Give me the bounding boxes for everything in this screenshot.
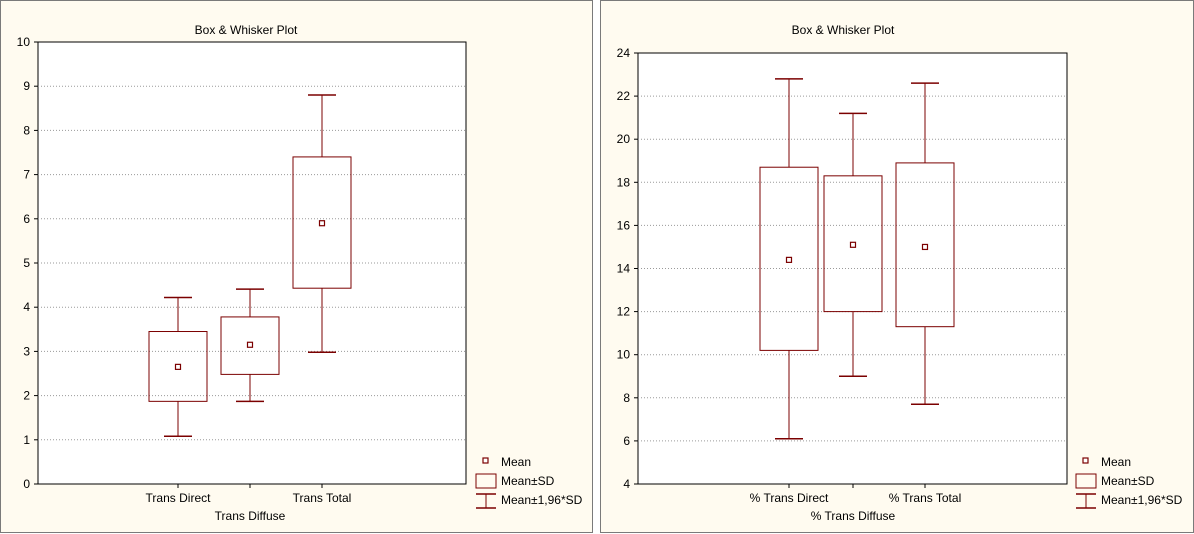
y-tick-label: 8 xyxy=(23,123,30,137)
sd-box xyxy=(895,162,955,328)
sd-box xyxy=(220,316,280,375)
y-tick-label: 10 xyxy=(17,35,31,49)
legend-whisker-label: Mean±1,96*SD xyxy=(501,493,583,507)
y-tick-label: 18 xyxy=(617,175,631,189)
legend-box-label: Mean±SD xyxy=(1101,474,1155,488)
legend: Mean Mean±SD Mean±1,96*SD xyxy=(475,455,583,509)
x-tick-label: Trans Direct xyxy=(146,491,212,505)
x-tick-label: % Trans Diffuse xyxy=(811,509,896,523)
mean-marker xyxy=(849,241,857,248)
legend-mean-label: Mean xyxy=(501,455,531,469)
chart-panel-left: Box & Whisker Plot 0 1 2 3 4 5 6 7 8 9 10 Trans Dire… xyxy=(0,0,593,533)
y-tick-label: 2 xyxy=(23,389,30,403)
sd-box xyxy=(823,175,883,313)
plot-area xyxy=(37,41,467,485)
mean-marker xyxy=(246,341,254,348)
legend-box-label: Mean±SD xyxy=(501,474,555,488)
sd-box xyxy=(292,156,352,289)
y-tick-label: 4 xyxy=(23,300,30,314)
y-tick-label: 5 xyxy=(23,256,30,270)
chart-panel-right: Box & Whisker Plot 4 6 8 10 12 14 16 18 20 22 24 % T… xyxy=(600,0,1194,533)
y-tick-label: 8 xyxy=(623,391,630,405)
x-tick-label: Trans Total xyxy=(293,491,352,505)
y-tick-label: 6 xyxy=(23,212,30,226)
legend-mean-label: Mean xyxy=(1101,455,1131,469)
sd-box xyxy=(759,166,819,351)
legend-mean-symbol xyxy=(1082,457,1089,464)
y-tick-label: 1 xyxy=(23,433,30,447)
mean-marker xyxy=(174,363,182,370)
x-tick-label: Trans Diffuse xyxy=(215,509,286,523)
y-tick-label: 3 xyxy=(23,344,30,358)
legend-mean-symbol xyxy=(482,457,489,464)
box-group-1 xyxy=(220,288,280,403)
box-group-0 xyxy=(148,296,208,438)
legend: Mean Mean±SD Mean±1,96*SD xyxy=(1075,455,1183,509)
y-tick-label: 0 xyxy=(23,477,30,491)
box-group-2 xyxy=(895,82,955,406)
y-tick-label: 12 xyxy=(617,305,631,319)
legend-whisker-label: Mean±1,96*SD xyxy=(1101,493,1183,507)
y-tick-label: 4 xyxy=(623,477,630,491)
box-whisker-chart-left: Box & Whisker Plot 0 1 2 3 4 5 6 7 8 9 10 Trans Dire… xyxy=(17,23,583,523)
legend-box-symbol xyxy=(1075,473,1097,489)
box-group-1 xyxy=(823,112,883,377)
mean-marker xyxy=(785,256,793,263)
x-tick-label: % Trans Total xyxy=(889,491,961,505)
x-tick-label: % Trans Direct xyxy=(750,491,829,505)
y-tick-label: 22 xyxy=(617,89,631,103)
y-tick-label: 24 xyxy=(617,46,631,60)
legend-box-symbol xyxy=(475,473,497,489)
box-group-0 xyxy=(759,78,819,440)
box-group-2 xyxy=(292,94,352,354)
y-tick-label: 14 xyxy=(617,262,631,276)
y-tick-label: 7 xyxy=(23,168,30,182)
y-tick-label: 6 xyxy=(623,434,630,448)
y-tick-label: 10 xyxy=(617,348,631,362)
box-whisker-chart-right: Box & Whisker Plot 4 6 8 10 12 14 16 18 20 22 24 % T… xyxy=(617,23,1183,523)
y-tick-label: 16 xyxy=(617,218,631,232)
mean-marker xyxy=(921,243,929,251)
mean-marker xyxy=(318,220,326,227)
chart-title: Box & Whisker Plot xyxy=(792,23,895,37)
chart-title: Box & Whisker Plot xyxy=(195,23,298,37)
y-tick-label: 20 xyxy=(617,132,631,146)
sd-box xyxy=(148,331,208,402)
y-tick-label: 9 xyxy=(23,79,30,93)
